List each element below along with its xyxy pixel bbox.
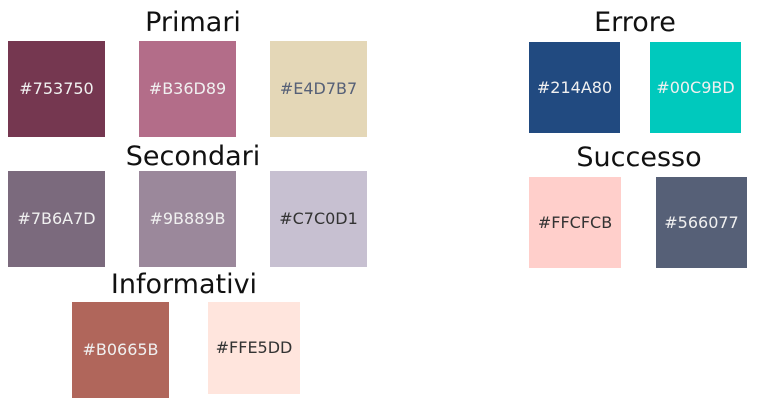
swatch-label: #B0665B xyxy=(82,340,159,359)
swatch-secondari-3: #C7C0D1 xyxy=(270,171,367,267)
swatch-informativi-1: #B0665B xyxy=(72,302,169,398)
swatch-label: #B36D89 xyxy=(148,79,227,98)
swatch-label: #214A80 xyxy=(536,77,613,97)
swatch-label: #9B889B xyxy=(149,209,226,228)
swatch-label: #7B6A7D xyxy=(17,209,96,228)
swatch-successo-2: #566077 xyxy=(656,177,747,268)
swatch-primari-2: #B36D89 xyxy=(139,41,236,137)
swatch-errore-1: #214A80 xyxy=(529,42,620,133)
swatch-errore-2: #00C9BD xyxy=(650,42,741,133)
group-title-secondari: Secondari xyxy=(125,141,261,172)
swatch-primari-1: #753750 xyxy=(8,41,105,137)
swatch-label: #00C9BD xyxy=(656,77,735,97)
swatch-primari-3: #E4D7B7 xyxy=(270,41,367,137)
swatch-label: #FFCFCB xyxy=(537,212,613,232)
swatch-secondari-2: #9B889B xyxy=(139,171,236,267)
group-title-successo: Successo xyxy=(576,142,702,173)
swatch-informativi-2: #FFE5DD xyxy=(208,302,300,394)
swatch-label: #753750 xyxy=(19,79,94,98)
group-title-informativi: Informativi xyxy=(110,269,258,300)
swatch-label: #C7C0D1 xyxy=(279,209,358,228)
swatch-successo-1: #FFCFCB xyxy=(529,177,621,268)
group-title-primari: Primari xyxy=(145,7,241,38)
swatch-label: #E4D7B7 xyxy=(279,79,358,98)
swatch-label: #566077 xyxy=(664,212,739,232)
group-title-errore: Errore xyxy=(594,7,676,38)
swatch-secondari-1: #7B6A7D xyxy=(8,171,105,267)
swatch-label: #FFE5DD xyxy=(215,338,293,357)
